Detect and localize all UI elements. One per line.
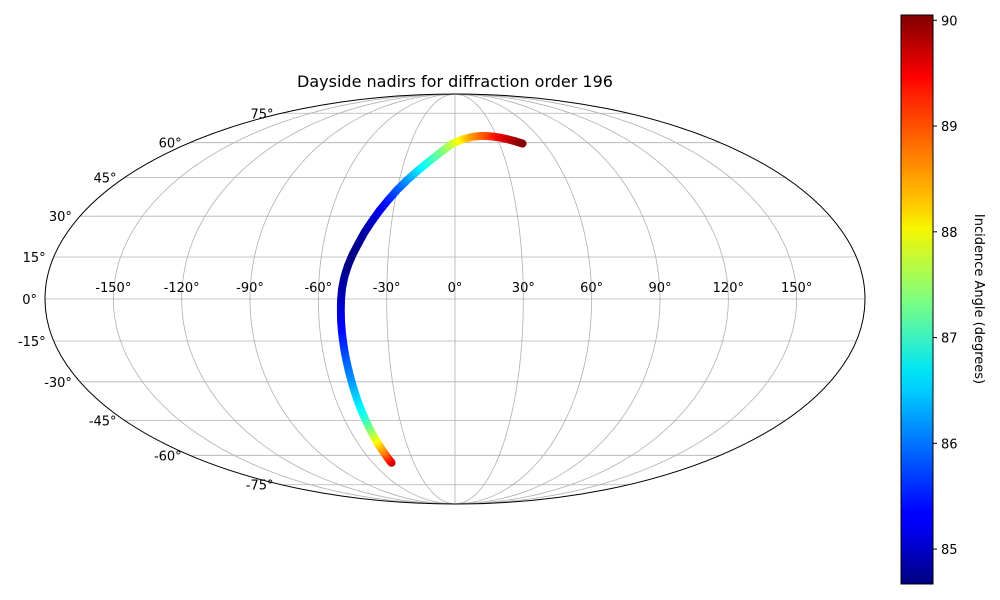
chart-title: Dayside nadirs for diffraction order 196 (297, 72, 613, 91)
colorbar (900, 14, 934, 585)
longitude-tick-label: 30° (512, 281, 535, 296)
latitude-tick-label: -15° (18, 335, 46, 350)
latitude-tick-label: 60° (159, 137, 182, 152)
latitude-tick-label: 45° (94, 172, 117, 187)
data-point (518, 139, 527, 148)
colorbar-tick-label: 88 (941, 226, 958, 241)
latitude-tick-label: -45° (89, 414, 117, 429)
longitude-tick-label: -30° (373, 281, 401, 296)
latitude-tick-label: -60° (154, 449, 182, 464)
latitude-tick-label: -75° (246, 479, 274, 494)
colorbar-tick-label: 89 (941, 120, 958, 135)
latitude-tick-label: 30° (49, 210, 72, 225)
longitude-tick-label: -150° (95, 281, 131, 296)
colorbar-label: Incidence Angle (degrees) (971, 214, 986, 384)
data-points (336, 131, 527, 467)
longitude-tick-label: -90° (236, 281, 264, 296)
latitude-tick-label: 75° (250, 107, 273, 122)
longitude-tick-label: 120° (713, 281, 744, 296)
longitude-tick-label: 150° (781, 281, 812, 296)
longitude-tick-labels: -150° -120° -90° -60° -30° 0° 30° 60° 90° 120° 150… (95, 281, 812, 296)
latitude-tick-labels: 75° 60° 45° 30° 15° 0° -15° -30° -45° -60° -75° (18, 107, 274, 493)
colorbar-ticks: 85 86 87 88 89 90 (933, 14, 958, 558)
colorbar-tick-label: 85 (941, 543, 958, 558)
longitude-tick-label: 60° (580, 281, 603, 296)
latitude-tick-label: -30° (44, 376, 72, 391)
colorbar-tick-label: 86 (941, 437, 958, 452)
colorbar-tick-label: 87 (941, 332, 958, 347)
graticule (45, 94, 865, 504)
latitude-tick-label: 15° (23, 251, 46, 266)
longitude-tick-label: -60° (304, 281, 332, 296)
latitude-tick-label: 0° (22, 293, 37, 308)
longitude-tick-label: 90° (648, 281, 671, 296)
longitude-tick-label: -120° (164, 281, 200, 296)
longitude-tick-label: 0° (448, 281, 463, 296)
map-boundary (44, 93, 866, 505)
colorbar-tick-label: 90 (941, 14, 958, 29)
